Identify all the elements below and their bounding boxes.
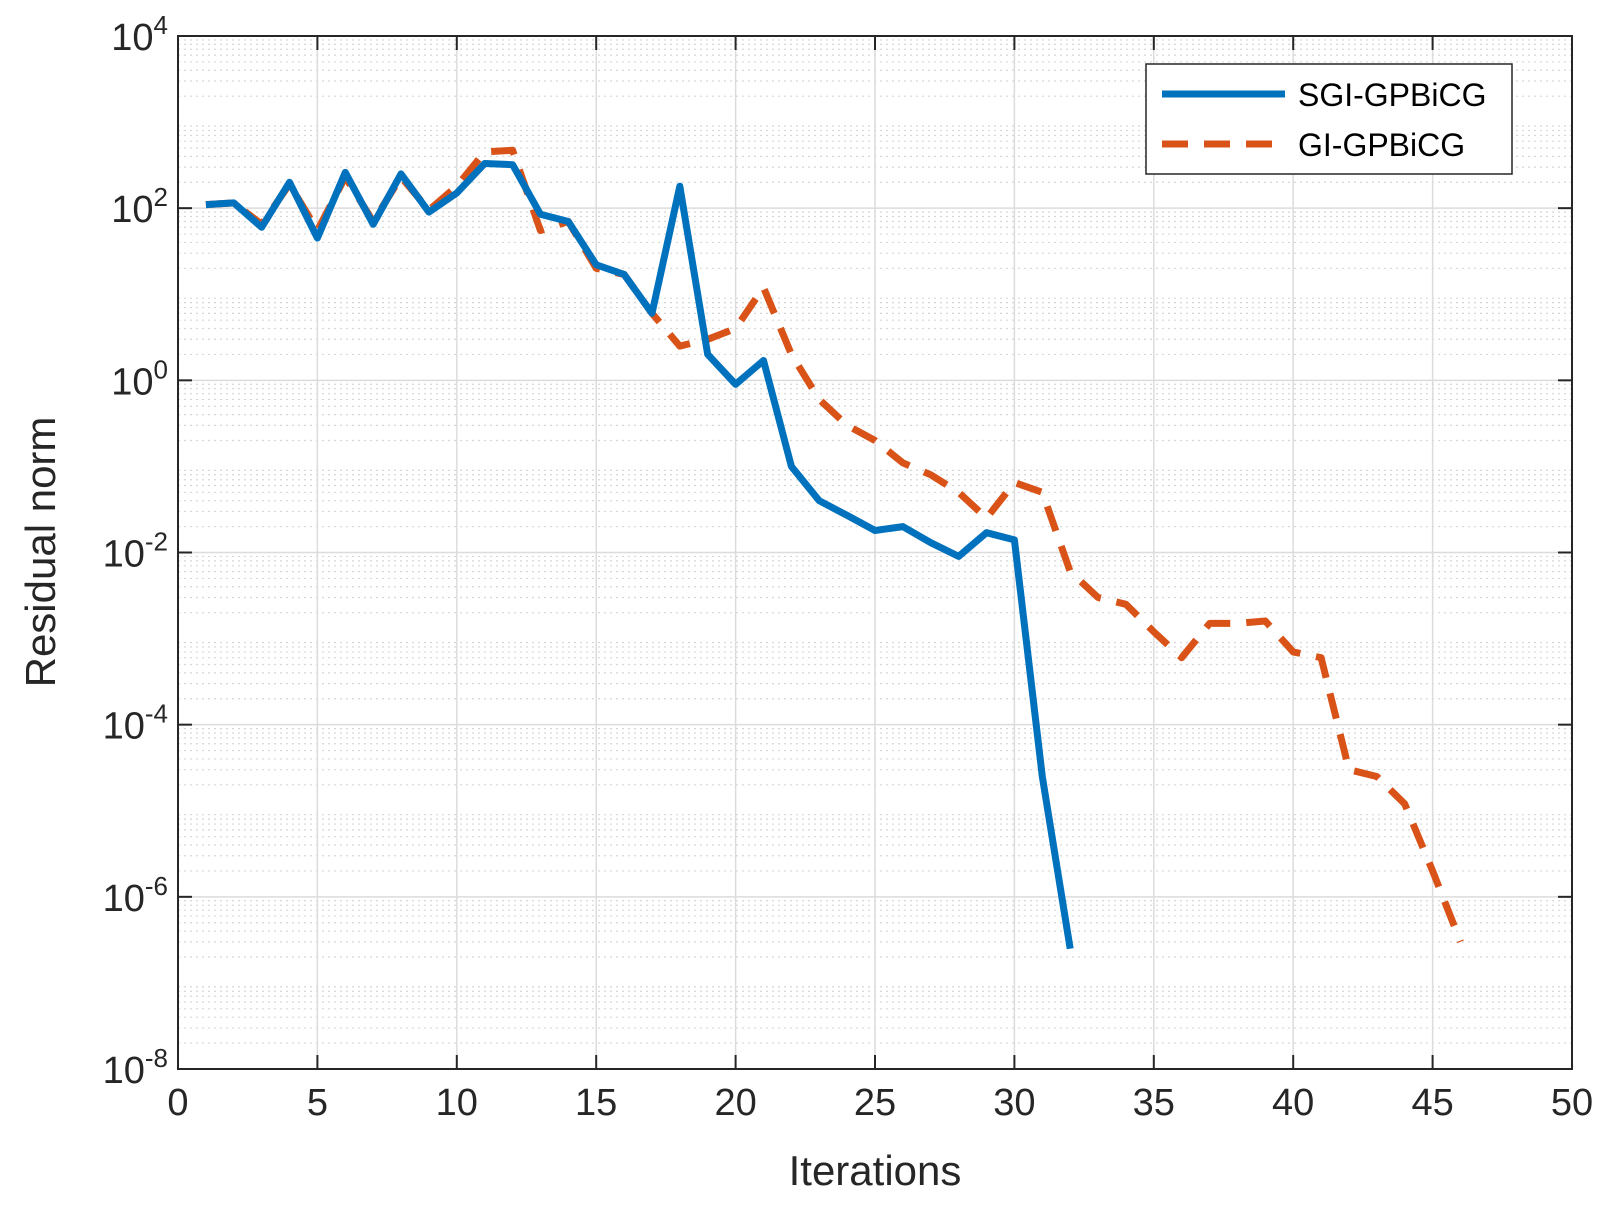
x-tick-labels: 0 5 10 15 20 25 30 35 40 45 50: [167, 1082, 1593, 1124]
y-tick-label: 10-8: [103, 1043, 168, 1092]
y-axis-label: Residual norm: [17, 417, 64, 688]
series-layer: [205, 146, 1464, 950]
x-tick-label: 50: [1551, 1082, 1593, 1124]
x-tick-label: 10: [436, 1082, 478, 1124]
x-tick-label: 25: [854, 1082, 896, 1124]
x-tick-label: 5: [307, 1082, 328, 1124]
y-tick-labels: 10-8 10-6 10-4 10-2 100 102 104: [103, 10, 168, 1092]
x-tick-label: 45: [1411, 1082, 1453, 1124]
y-tick-label: 100: [111, 354, 168, 403]
y-tick-label: 10-2: [103, 527, 168, 576]
x-tick-label: 20: [714, 1082, 756, 1124]
x-tick-label: 15: [575, 1082, 617, 1124]
x-tick-label: 35: [1133, 1082, 1175, 1124]
y-tick-label: 10-6: [103, 871, 168, 920]
legend-entry-sgi-gpbicg: SGI-GPBiCG: [1298, 77, 1486, 113]
series-line-sgi-gpbicg: [205, 160, 1074, 950]
tick-marks: [177, 35, 1573, 1070]
x-axis-label: Iterations: [789, 1147, 962, 1194]
y-tick-label: 10-4: [103, 699, 168, 748]
y-tick-label: 104: [111, 10, 168, 59]
x-tick-label: 0: [167, 1082, 188, 1124]
x-tick-label: 30: [993, 1082, 1035, 1124]
x-tick-label: 40: [1272, 1082, 1314, 1124]
legend-entry-gi-gpbicg: GI-GPBiCG: [1298, 127, 1465, 163]
y-tick-label: 102: [111, 182, 168, 231]
legend-box: [1145, 63, 1513, 175]
legend: SGI-GPBiCG GI-GPBiCG: [1145, 63, 1513, 175]
